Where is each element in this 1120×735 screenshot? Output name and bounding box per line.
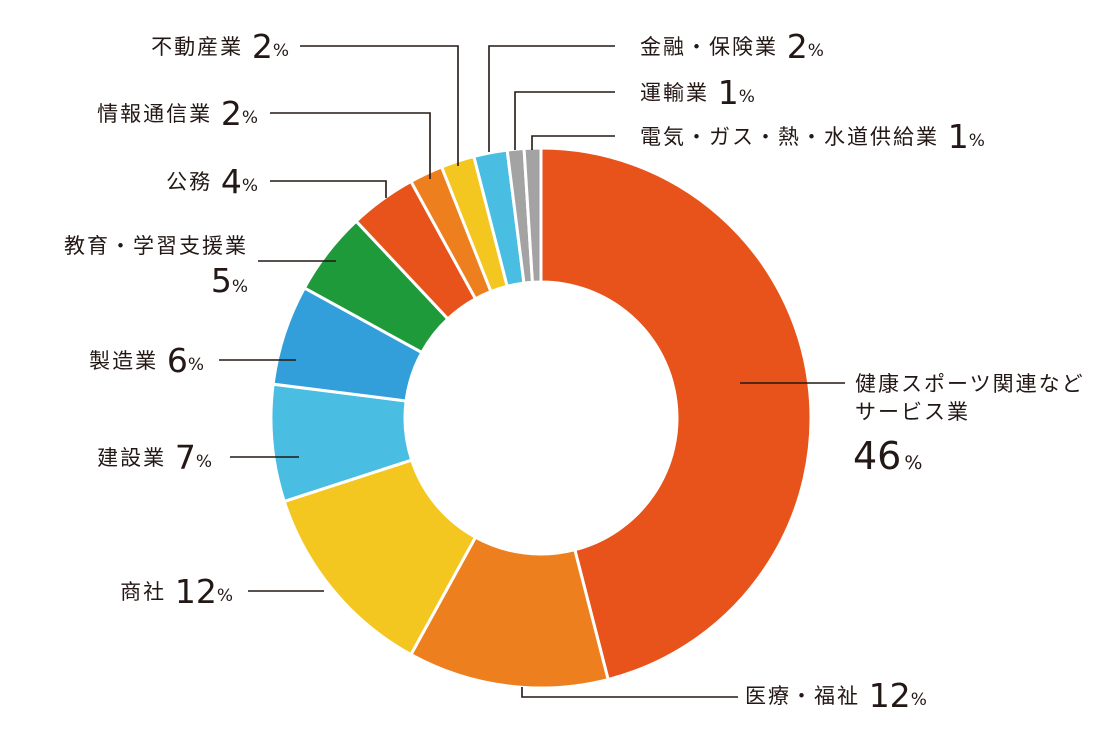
leader-line-9: [300, 45, 459, 166]
leader-line-8: [270, 112, 431, 179]
slice-value-1: 46%: [853, 434, 922, 478]
slice-label-11: 運輸業 1%: [640, 73, 755, 112]
slice-label-6: 教育・学習支援業: [64, 234, 248, 258]
slice-label-10: 金融・保険業 2%: [640, 27, 824, 66]
slice-label-5: 製造業 6%: [89, 341, 204, 380]
leader-line-10: [488, 45, 615, 152]
slice-label-8: 情報通信業 2%: [97, 94, 258, 133]
slice-label-1-line2: サービス業: [855, 400, 970, 424]
donut-slices: [269, 146, 813, 690]
slice-label-7: 公務 4%: [166, 162, 258, 201]
slice-label-1: 健康スポーツ関連など: [855, 372, 1085, 396]
leader-line-7: [270, 180, 387, 198]
slice-label-12: 電気・ガス・熱・水道供給業 1%: [640, 117, 985, 156]
leader-line-2: [521, 687, 738, 698]
slice-label-4: 建設業 7%: [97, 438, 212, 477]
slice-label-3: 商社 12%: [120, 572, 233, 611]
slice-label-2: 医療・福祉 12%: [745, 676, 927, 715]
slice-label-9: 不動産業 2%: [151, 27, 289, 66]
leader-line-11: [514, 91, 615, 150]
leader-lines: [219, 45, 845, 698]
leader-line-12: [531, 135, 615, 150]
slice-value-6: 5%: [211, 261, 248, 300]
slice-1: [539, 146, 813, 682]
slice-12: [522, 146, 543, 284]
